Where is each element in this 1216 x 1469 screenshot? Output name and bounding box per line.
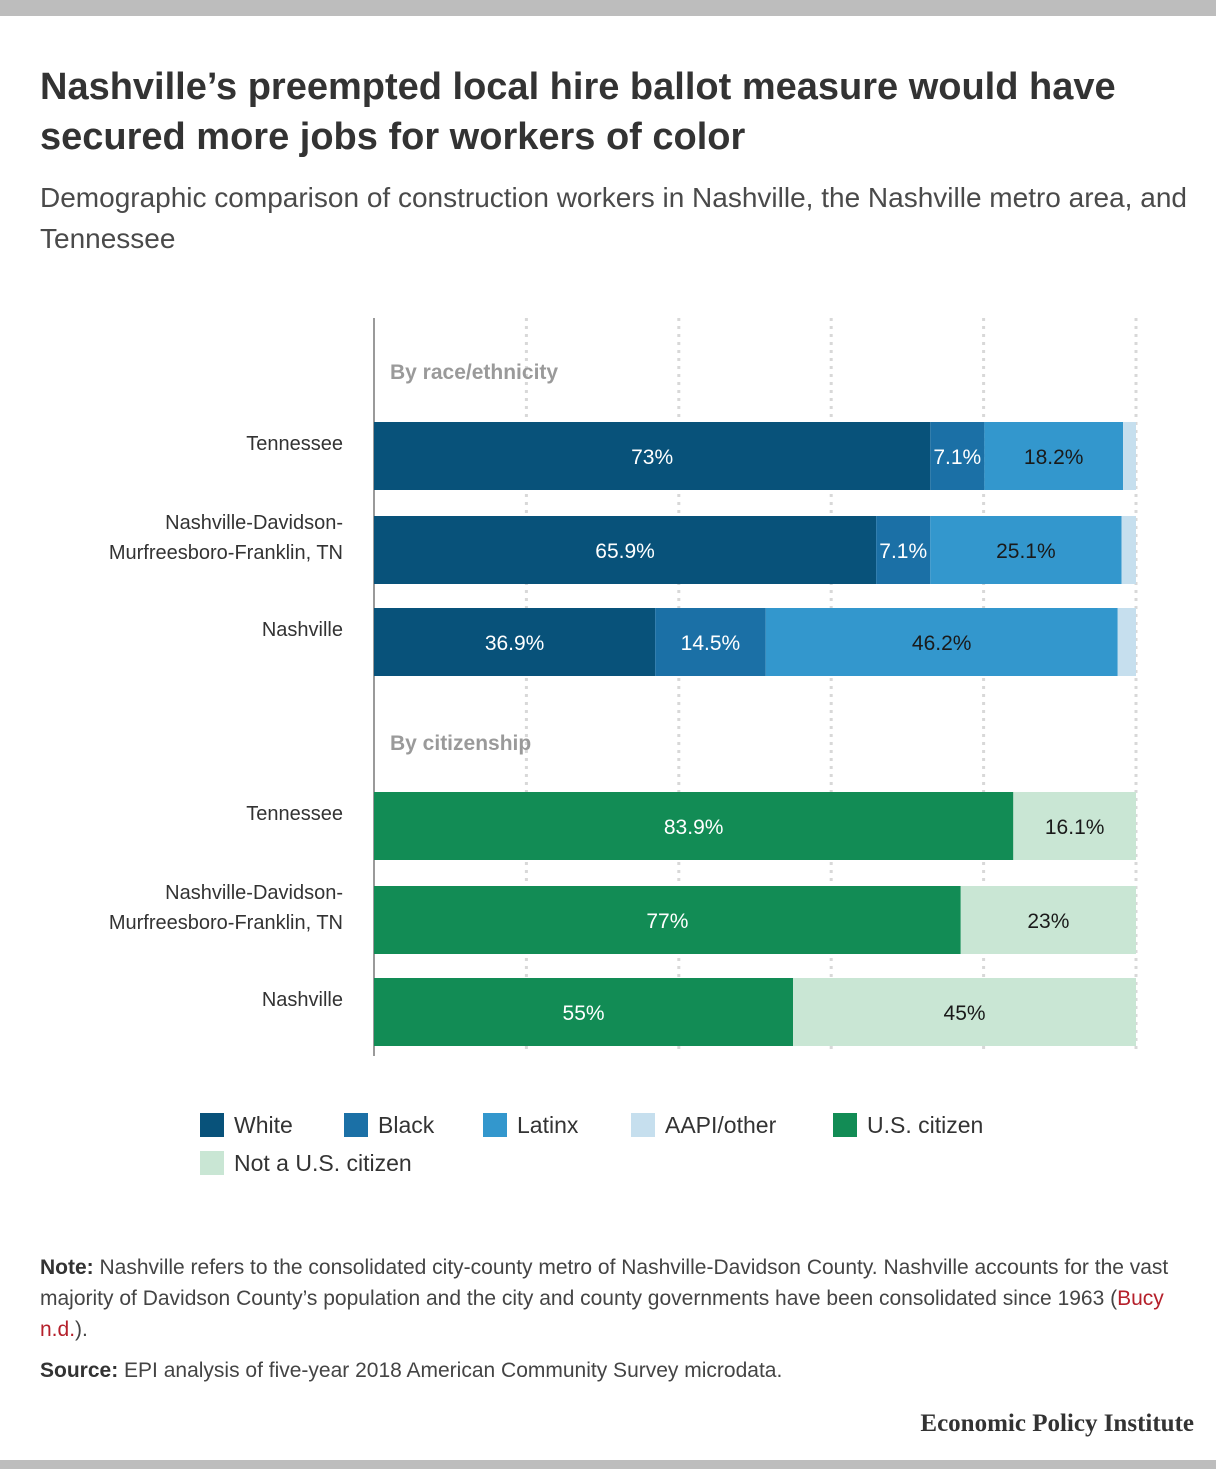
bar-segment-latinx <box>765 608 1118 676</box>
bar-segment-white <box>374 516 877 584</box>
group-label: By race/ethnicity <box>390 361 558 384</box>
category-label: Nashville-Davidson- <box>165 882 343 904</box>
legend-swatch <box>631 1113 655 1137</box>
legend-item: White <box>200 1110 293 1140</box>
legend-swatch <box>483 1113 507 1137</box>
data-label: 18.2% <box>1024 446 1084 469</box>
bar-segment-black <box>655 608 766 676</box>
data-label: 77% <box>646 910 688 933</box>
data-label: 14.5% <box>681 632 741 655</box>
top-border <box>0 0 1216 16</box>
legend-item: Black <box>344 1110 434 1140</box>
bar-segment-aapi-other <box>1123 422 1136 490</box>
source-label: Source: <box>40 1359 119 1382</box>
legend-item: AAPI/other <box>631 1110 776 1140</box>
bottom-border <box>0 1460 1216 1469</box>
category-label: Murfreesboro-Franklin, TN <box>109 912 343 934</box>
data-label: 65.9% <box>595 540 655 563</box>
category-label: Tennessee <box>246 803 343 825</box>
category-label: Nashville <box>262 619 343 641</box>
legend-item: Latinx <box>483 1110 578 1140</box>
bar-segment-not-a-u-s-citizen <box>1013 792 1136 860</box>
bar-segment-aapi-other <box>1121 516 1136 584</box>
legend-swatch <box>200 1151 224 1175</box>
stacked-bar-chart: By race/ethnicity Tennessee 73% 7.1% 18.2% Na… <box>109 318 1138 1056</box>
category-label: Murfreesboro-Franklin, TN <box>109 542 343 564</box>
bar-segment-u-s-citizen <box>374 886 961 954</box>
bar-segment-aapi-other <box>1117 608 1136 676</box>
bar-segment-black <box>930 422 985 490</box>
category-label: Tennessee <box>246 433 343 455</box>
legend-label: Latinx <box>517 1111 579 1138</box>
legend-swatch <box>200 1113 224 1137</box>
legend-label: White <box>234 1111 293 1138</box>
data-label: 23% <box>1027 910 1069 933</box>
chart-notes: Note: Nashville refers to the consolidat… <box>40 1252 1180 1396</box>
legend-label: U.S. citizen <box>867 1111 984 1138</box>
note-paragraph: Note: Nashville refers to the consolidat… <box>40 1252 1180 1345</box>
bar-segment-latinx <box>930 516 1122 584</box>
epi-brand-logo: Economic Policy Institute <box>920 1410 1194 1437</box>
data-label: 16.1% <box>1045 816 1105 839</box>
bucy-reference-link[interactable]: Bucy n.d. <box>40 1287 1164 1341</box>
source-paragraph: Source: EPI analysis of five-year 2018 A… <box>40 1355 1180 1386</box>
data-label: 46.2% <box>912 632 972 655</box>
legend-swatch <box>344 1113 368 1137</box>
data-label: 7.1% <box>879 540 927 563</box>
category-label: Nashville <box>262 989 343 1011</box>
chart-subtitle: Demographic comparison of construction w… <box>40 182 1187 254</box>
source-text: EPI analysis of five-year 2018 American … <box>118 1359 783 1382</box>
data-label: 25.1% <box>996 540 1056 563</box>
legend-label: AAPI/other <box>665 1111 777 1138</box>
data-label: 55% <box>563 1002 605 1025</box>
legend-label: Not a U.S. citizen <box>234 1149 412 1176</box>
category-label: Nashville-Davidson- <box>165 512 343 534</box>
legend-item: Not a U.S. citizen <box>200 1148 412 1178</box>
bar-segment-black <box>876 516 931 584</box>
data-label: 36.9% <box>485 632 545 655</box>
group-label: By citizenship <box>390 732 531 755</box>
bar-segment-u-s-citizen <box>374 792 1014 860</box>
data-label: 73% <box>631 446 673 469</box>
bar-segment-not-a-u-s-citizen <box>960 886 1136 954</box>
data-label: 45% <box>944 1002 986 1025</box>
data-label: 83.9% <box>664 816 724 839</box>
data-label: 7.1% <box>933 446 981 469</box>
chart-title: Nashville’s preempted local hire ballot … <box>40 66 1116 158</box>
note-label: Note: <box>40 1256 94 1279</box>
bar-segment-latinx <box>984 422 1124 490</box>
bar-segment-white <box>374 422 931 490</box>
bar-segment-white <box>374 608 656 676</box>
note-text: Nashville refers to the consolidated cit… <box>40 1256 1169 1310</box>
legend-item: U.S. citizen <box>833 1110 983 1140</box>
bar-segment-u-s-citizen <box>374 978 794 1046</box>
bar-segment-not-a-u-s-citizen <box>793 978 1136 1046</box>
legend-swatch <box>833 1113 857 1137</box>
note-text-end: ). <box>75 1318 88 1341</box>
legend-label: Black <box>378 1111 435 1138</box>
